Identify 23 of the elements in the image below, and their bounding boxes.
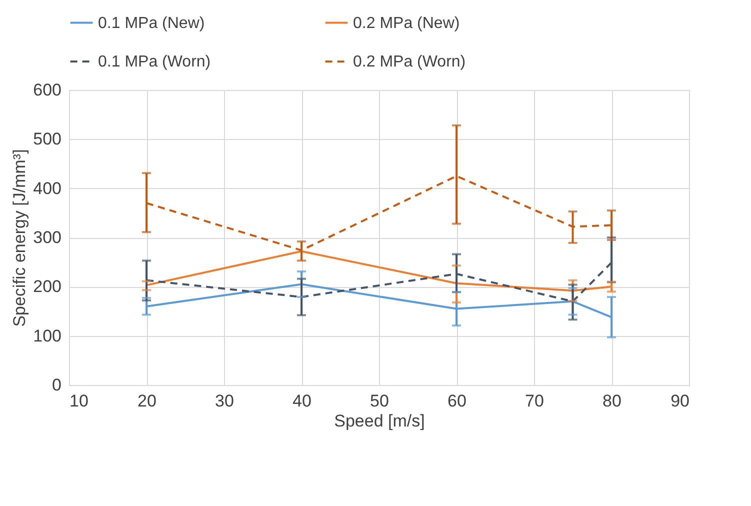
x-axis-title: Speed [m/s] <box>334 412 425 430</box>
x-tick-label: 70 <box>525 392 544 410</box>
x-tick-label: 20 <box>138 392 156 410</box>
legend-label: 0.1 MPa (New) <box>98 14 205 32</box>
y-tick-label: 300 <box>33 228 62 247</box>
y-tick-label: 0 <box>52 376 62 394</box>
line-series <box>146 250 612 292</box>
legend-label: 0.2 MPa (Worn) <box>353 54 466 70</box>
y-tick-label: 500 <box>33 130 62 149</box>
y-tick-label: 200 <box>33 277 62 296</box>
y-tick-label: 600 <box>33 80 62 100</box>
x-tick-label: 10 <box>70 392 88 410</box>
x-tick-label: 30 <box>215 392 234 410</box>
x-tick-label: 90 <box>670 392 690 410</box>
legend-label: 0.1 MPa (Worn) <box>98 54 211 70</box>
y-tick-label: 400 <box>33 178 62 198</box>
x-tick-label: 40 <box>292 392 312 410</box>
y-tick-label: 100 <box>33 326 62 346</box>
legend-label: 0.2 MPa (New) <box>353 14 460 32</box>
x-tick-label: 80 <box>602 392 622 410</box>
x-tick-label: 50 <box>370 392 389 410</box>
y-axis-title: Specific energy [J/mm³] <box>10 149 30 327</box>
x-tick-label: 60 <box>448 392 466 410</box>
